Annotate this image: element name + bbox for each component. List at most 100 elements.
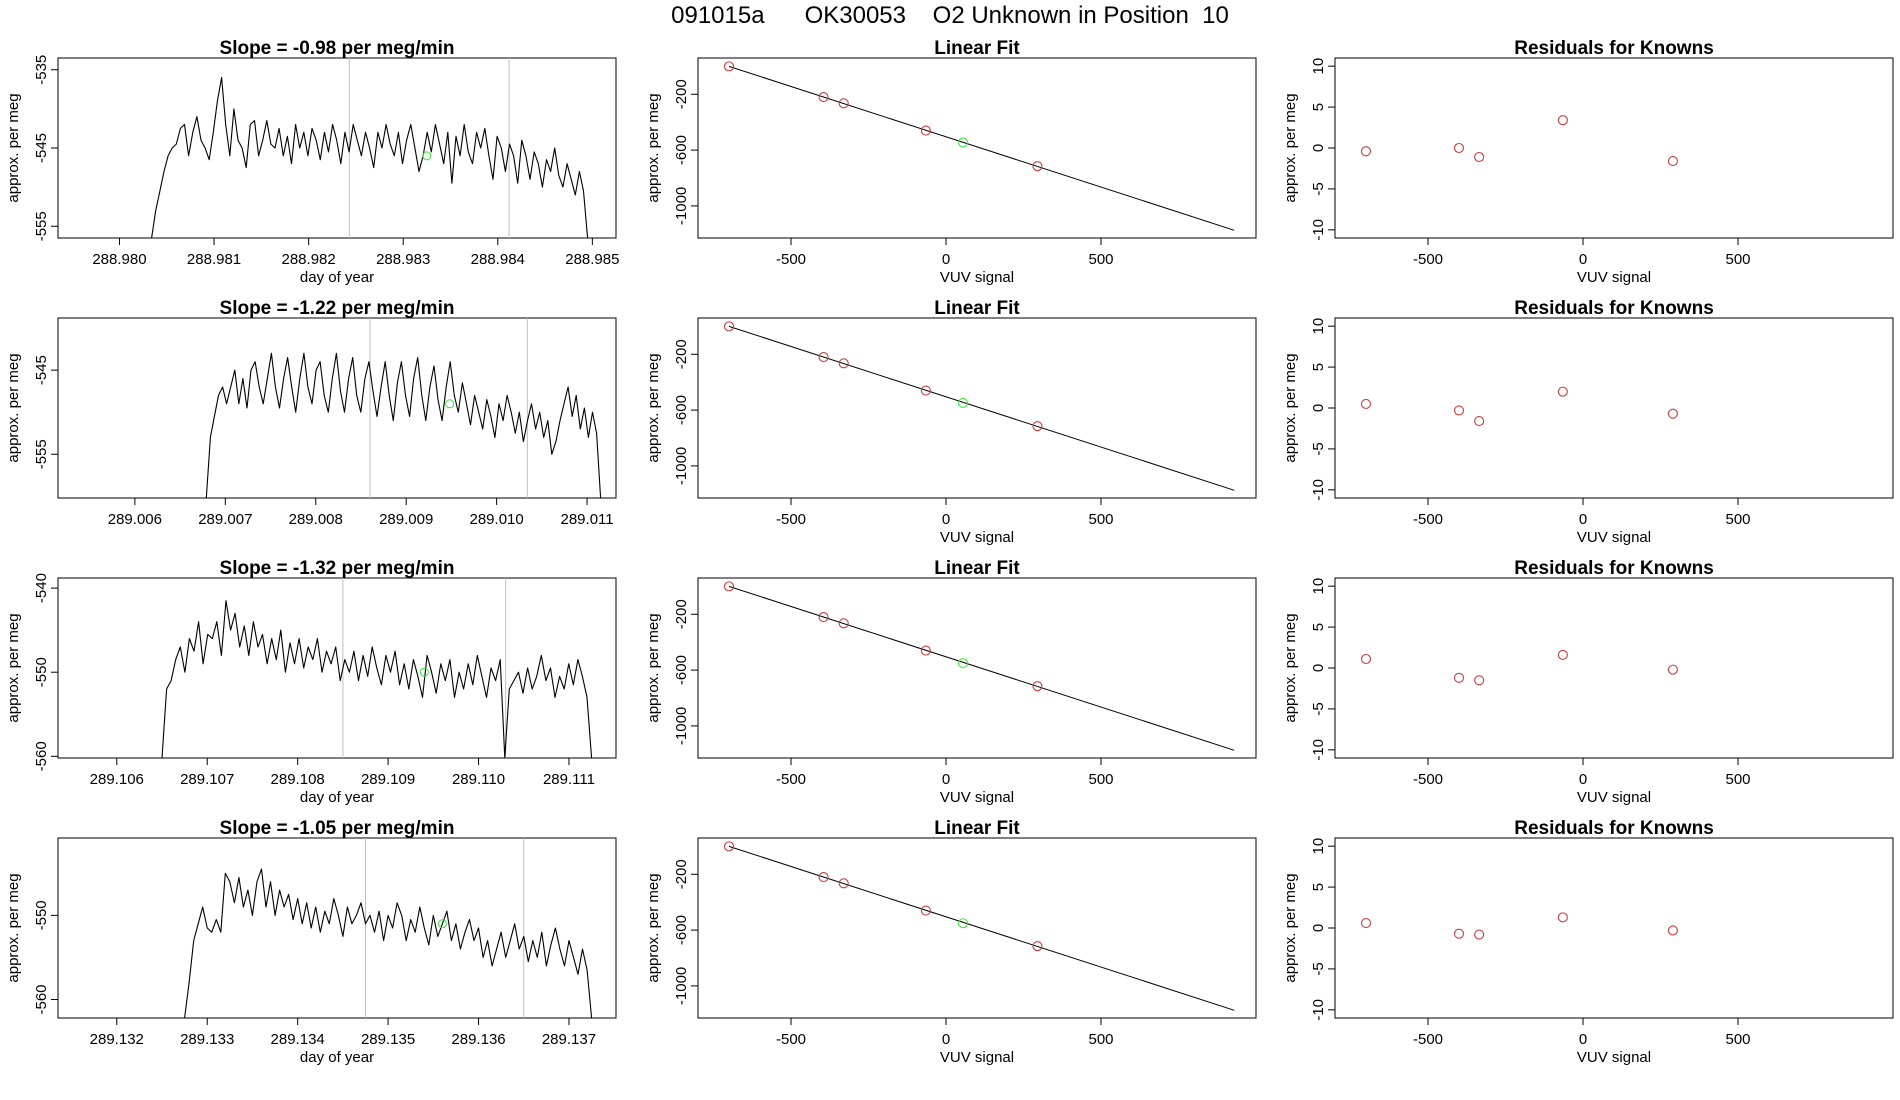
panel-4: Slope = -1.22 per meg/min 289.006 289.007 2… [5, 298, 617, 528]
known-point [1667, 925, 1678, 936]
y-tick-label: -5 [1310, 182, 1327, 195]
plot-frame [1334, 837, 1894, 1019]
x-tick-label: 500 [1725, 771, 1750, 788]
x-tick-label: 289.107 [180, 771, 234, 788]
x-tick-label: 288.984 [471, 251, 525, 268]
y-axis-label: approx. per meg [1282, 873, 1299, 982]
y-tick-label: -1000 [673, 967, 690, 1005]
y-axis-label: approx. per meg [1282, 613, 1299, 722]
x-tick-label: 500 [1725, 1031, 1750, 1048]
y-tick-label: -200 [673, 339, 690, 369]
panel-title: Residuals for Knowns [1514, 38, 1714, 59]
x-tick-label: 289.010 [470, 511, 524, 528]
known-point [1474, 929, 1485, 940]
y-tick-label: -10 [1310, 219, 1327, 241]
panel-7: Slope = -1.32 per meg/min 289.106 289.107 2… [5, 558, 617, 806]
y-axis-label: approx. per meg [645, 93, 662, 202]
y-tick-label: 5 [1310, 363, 1327, 371]
panel-3: Residuals for Knowns -500 0 500 VUV signal 10… [1282, 38, 1894, 286]
plot-frame [697, 577, 1257, 759]
known-point [723, 841, 735, 852]
known-point [818, 872, 829, 883]
y-tick-label: -10 [1310, 999, 1327, 1021]
x-tick-label: -500 [1413, 1031, 1443, 1048]
unknown-point [422, 151, 432, 161]
x-axis-label: day of year [300, 269, 374, 286]
x-axis-label: day of year [300, 1049, 374, 1066]
plot-frame [1334, 57, 1894, 239]
y-tick-label: 0 [1310, 664, 1327, 672]
trace-line [184, 868, 593, 1019]
x-tick-label: 289.132 [90, 1031, 144, 1048]
page-title: 091015a OK30053 O2 Unknown in Position 1… [671, 2, 1229, 29]
y-tick-label: 10 [1310, 838, 1327, 855]
known-point [1453, 405, 1465, 416]
y-tick-label: -545 [33, 133, 50, 163]
fit-line [728, 65, 1235, 231]
x-axis-label: VUV signal [1577, 1049, 1651, 1066]
x-tick-label: 0 [942, 251, 950, 268]
unknown-point [445, 399, 455, 409]
x-tick-label: 289.006 [108, 511, 162, 528]
y-axis-label: approx. per meg [1282, 353, 1299, 462]
x-tick-label: 289.009 [379, 511, 433, 528]
panel-title: Linear Fit [934, 558, 1020, 579]
unknown-point [957, 658, 969, 669]
y-tick-label: 10 [1310, 58, 1327, 75]
y-tick-label: 0 [1310, 404, 1327, 412]
known-point [1453, 672, 1465, 683]
plot-frame [57, 577, 617, 759]
x-axis-label: VUV signal [940, 789, 1014, 806]
known-point [920, 385, 931, 396]
x-tick-label: 289.007 [198, 511, 252, 528]
known-point [723, 61, 735, 72]
y-tick-label: 5 [1310, 103, 1327, 111]
y-tick-label: -1000 [673, 447, 690, 485]
y-tick-label: 10 [1310, 318, 1327, 335]
known-point [1557, 912, 1568, 923]
x-tick-label: 0 [1579, 771, 1587, 788]
y-tick-label: -540 [33, 573, 50, 603]
plot-frame [57, 57, 617, 239]
y-axis-label: approx. per meg [5, 353, 22, 462]
known-point [723, 581, 735, 592]
known-point [818, 352, 829, 363]
known-point [1474, 416, 1485, 427]
known-point [1453, 142, 1465, 154]
known-point [920, 125, 931, 136]
x-axis-label: VUV signal [940, 529, 1014, 546]
fit-line [728, 325, 1235, 491]
x-tick-label: 500 [1725, 251, 1750, 268]
panel-11: Linear Fit -500 0 500 VUV signal -200 -600 -100… [645, 818, 1257, 1066]
unknown-point [419, 667, 429, 677]
x-tick-label: 289.135 [361, 1031, 415, 1048]
known-point [1667, 664, 1678, 675]
panel-12: Residuals for Knowns -500 0 500 VUV signal 10… [1282, 818, 1894, 1066]
x-tick-label: 0 [1579, 1031, 1587, 1048]
y-tick-label: -555 [33, 439, 50, 469]
y-axis-label: approx. per meg [645, 873, 662, 982]
y-tick-label: -200 [673, 599, 690, 629]
known-point [1032, 161, 1043, 172]
y-tick-label: 5 [1310, 623, 1327, 631]
plot-frame [697, 837, 1257, 1019]
known-point [818, 612, 829, 623]
panel-title: Linear Fit [934, 818, 1020, 839]
unknown-point [957, 918, 969, 929]
x-tick-label: 289.011 [561, 511, 614, 528]
y-tick-label: -1000 [673, 187, 690, 225]
known-point [1032, 681, 1043, 692]
known-point [920, 645, 931, 656]
trace-line [161, 600, 593, 759]
y-tick-label: -5 [1310, 442, 1327, 455]
known-point [1557, 115, 1568, 126]
panel-6: Residuals for Knowns -500 0 500 VUV signal 10… [1282, 298, 1894, 546]
y-tick-label: 5 [1310, 883, 1327, 891]
y-tick-label: -200 [673, 859, 690, 889]
x-tick-label: 500 [1088, 511, 1113, 528]
panel-title: Linear Fit [934, 298, 1020, 319]
y-tick-label: -1000 [673, 707, 690, 745]
known-point [920, 905, 931, 916]
known-point [1360, 146, 1372, 157]
